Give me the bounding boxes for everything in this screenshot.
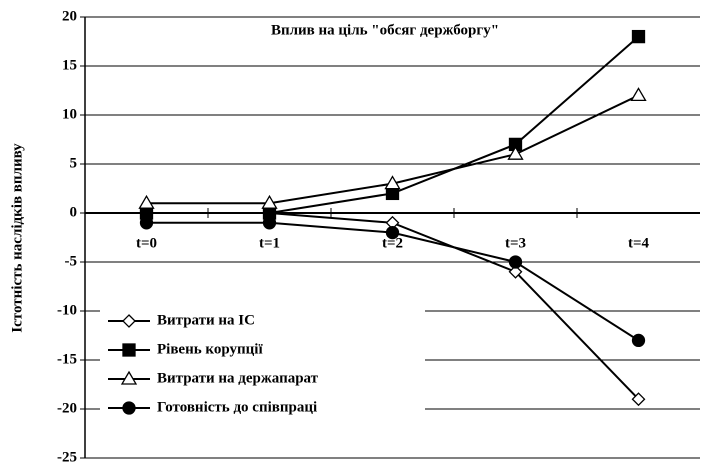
legend-box — [100, 305, 425, 420]
y-axis-label: Істотність наслідків впливу — [9, 143, 25, 333]
legend-label: Рівень корупції — [157, 341, 263, 357]
marker — [139, 216, 154, 230]
x-tick-label: t=2 — [382, 235, 403, 251]
marker — [508, 264, 523, 279]
legend-label: Готовність до співпраці — [157, 399, 317, 415]
y-tick-label: -5 — [65, 253, 78, 269]
x-tick-label: t=3 — [505, 235, 526, 251]
y-tick-label: 5 — [70, 155, 78, 171]
marker — [261, 194, 278, 209]
y-tick-label: 20 — [62, 8, 77, 24]
y-tick-label: -20 — [57, 400, 77, 416]
legend-marker — [122, 314, 136, 328]
marker — [507, 145, 524, 160]
legend: Витрати на ІС Рівень корупції Витрати на д… — [100, 305, 425, 420]
marker — [508, 255, 523, 269]
x-tick-label: t=4 — [628, 235, 650, 251]
y-tick-label: 0 — [70, 204, 78, 220]
y-tick-label: -10 — [57, 302, 77, 318]
marker — [262, 216, 277, 230]
marker — [631, 392, 646, 407]
legend-label: Витрати на держапарат — [157, 370, 319, 386]
marker — [385, 225, 400, 240]
legend-marker — [120, 370, 138, 385]
marker — [631, 333, 646, 348]
legend-label: Витрати на ІС — [157, 312, 255, 328]
x-tick-label: t=1 — [259, 235, 280, 251]
marker — [138, 194, 155, 209]
legend-marker — [122, 401, 136, 415]
marker — [630, 87, 647, 102]
legend-marker — [122, 343, 136, 357]
y-tick-label: 10 — [62, 106, 77, 122]
y-tick-label: 15 — [62, 57, 77, 73]
marker — [631, 29, 646, 44]
y-tick-label: -25 — [57, 449, 77, 465]
x-tick-label: t=0 — [136, 235, 157, 251]
chart-title: Вплив на ціль "обсяг держборгу" — [271, 22, 499, 38]
marker — [384, 175, 401, 190]
y-tick-label: -15 — [57, 351, 77, 367]
